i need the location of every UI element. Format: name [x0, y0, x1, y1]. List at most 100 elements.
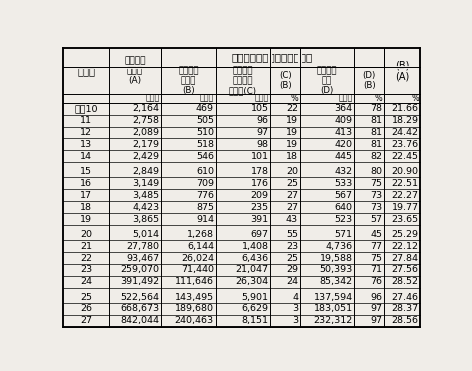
- Text: 27: 27: [80, 316, 92, 325]
- Text: 12: 12: [80, 128, 92, 137]
- Text: 85,342: 85,342: [320, 277, 353, 286]
- Text: 3: 3: [292, 316, 298, 325]
- Text: 232,312: 232,312: [313, 316, 353, 325]
- Text: 5,901: 5,901: [242, 293, 269, 302]
- Text: 19: 19: [80, 214, 92, 223]
- Text: 25: 25: [286, 253, 298, 263]
- Text: 26,024: 26,024: [181, 253, 214, 263]
- Text: 445: 445: [335, 152, 353, 161]
- Text: 78: 78: [370, 104, 382, 113]
- Text: 4: 4: [292, 293, 298, 302]
- Text: 71: 71: [370, 265, 382, 275]
- Text: 709: 709: [196, 179, 214, 188]
- Text: 19,588: 19,588: [320, 253, 353, 263]
- Text: 25: 25: [286, 179, 298, 188]
- Text: 143,495: 143,495: [175, 293, 214, 302]
- Text: 11: 11: [80, 116, 92, 125]
- Text: 97: 97: [256, 128, 269, 137]
- Text: 20: 20: [80, 230, 92, 239]
- Text: 4,423: 4,423: [132, 203, 160, 211]
- Text: 27: 27: [286, 203, 298, 211]
- Text: 523: 523: [335, 214, 353, 223]
- Text: 8,151: 8,151: [242, 316, 269, 325]
- Text: 昭和10: 昭和10: [75, 104, 98, 113]
- Text: 101: 101: [251, 152, 269, 161]
- Text: 420: 420: [335, 140, 353, 149]
- Text: 875: 875: [196, 203, 214, 211]
- Text: 2,758: 2,758: [132, 116, 160, 125]
- Text: 96: 96: [370, 293, 382, 302]
- Text: 地　　方　　教　　育　　費: 地 方 教 育 費: [232, 53, 313, 63]
- Text: 640: 640: [335, 203, 353, 211]
- Text: 533: 533: [334, 179, 353, 188]
- Text: 413: 413: [335, 128, 353, 137]
- Text: 19: 19: [286, 140, 298, 149]
- Text: 505: 505: [196, 116, 214, 125]
- Text: 6,436: 6,436: [241, 253, 269, 263]
- Text: 19.77: 19.77: [392, 203, 419, 211]
- Text: 2,164: 2,164: [132, 104, 160, 113]
- Text: 26,304: 26,304: [236, 277, 269, 286]
- Text: 23.76: 23.76: [391, 140, 419, 149]
- Text: 26: 26: [80, 305, 92, 313]
- Text: 2,089: 2,089: [132, 128, 160, 137]
- Text: 776: 776: [196, 191, 214, 200]
- Text: 百万円: 百万円: [145, 94, 160, 103]
- Text: 28.56: 28.56: [392, 316, 419, 325]
- Text: 19: 19: [286, 128, 298, 137]
- Text: 3: 3: [292, 305, 298, 313]
- Text: 25: 25: [80, 293, 92, 302]
- Text: 21: 21: [80, 242, 92, 251]
- Text: 22.45: 22.45: [392, 152, 419, 161]
- Text: 183,051: 183,051: [313, 305, 353, 313]
- Text: 21.66: 21.66: [392, 104, 419, 113]
- Text: 240,463: 240,463: [175, 316, 214, 325]
- Text: 6,144: 6,144: [187, 242, 214, 251]
- Text: 18: 18: [286, 152, 298, 161]
- Text: 地方純負
担額
(D): 地方純負 担額 (D): [317, 66, 337, 95]
- Text: %: %: [411, 94, 419, 103]
- Text: 21,047: 21,047: [236, 265, 269, 275]
- Text: 24: 24: [286, 277, 298, 286]
- Text: 914: 914: [196, 214, 214, 223]
- Text: 57: 57: [370, 214, 382, 223]
- Text: 75: 75: [370, 179, 382, 188]
- Text: 176: 176: [251, 179, 269, 188]
- Text: 14: 14: [80, 152, 92, 161]
- Text: 2,849: 2,849: [132, 167, 160, 176]
- Text: 73: 73: [370, 191, 382, 200]
- Text: 96: 96: [256, 116, 269, 125]
- Text: 4,736: 4,736: [326, 242, 353, 251]
- Text: 17: 17: [80, 191, 92, 200]
- Text: 81: 81: [370, 140, 382, 149]
- Text: 97: 97: [370, 316, 382, 325]
- Text: 50,393: 50,393: [320, 265, 353, 275]
- Text: 24.42: 24.42: [392, 128, 419, 137]
- Text: 81: 81: [370, 128, 382, 137]
- Text: 98: 98: [256, 140, 269, 149]
- Text: 73: 73: [370, 203, 382, 211]
- Text: 2,179: 2,179: [132, 140, 160, 149]
- Text: 93,467: 93,467: [126, 253, 160, 263]
- Text: 571: 571: [335, 230, 353, 239]
- Text: 28.52: 28.52: [392, 277, 419, 286]
- Text: 3,485: 3,485: [132, 191, 160, 200]
- Text: 16: 16: [80, 179, 92, 188]
- Text: 71,440: 71,440: [181, 265, 214, 275]
- Text: 259,070: 259,070: [120, 265, 160, 275]
- Text: 国庫負担
金・補助
金額　(C): 国庫負担 金・補助 金額 (C): [229, 66, 257, 95]
- Text: 518: 518: [196, 140, 214, 149]
- Text: 23.65: 23.65: [391, 214, 419, 223]
- Text: 27.84: 27.84: [392, 253, 419, 263]
- Text: 5,014: 5,014: [132, 230, 160, 239]
- Text: 28.37: 28.37: [391, 305, 419, 313]
- Text: 364: 364: [335, 104, 353, 113]
- Text: 567: 567: [335, 191, 353, 200]
- Text: 510: 510: [196, 128, 214, 137]
- Text: 20: 20: [286, 167, 298, 176]
- Text: 55: 55: [286, 230, 298, 239]
- Text: 23: 23: [80, 265, 92, 275]
- Text: 27,780: 27,780: [126, 242, 160, 251]
- Text: 97: 97: [370, 305, 382, 313]
- Text: 18.29: 18.29: [392, 116, 419, 125]
